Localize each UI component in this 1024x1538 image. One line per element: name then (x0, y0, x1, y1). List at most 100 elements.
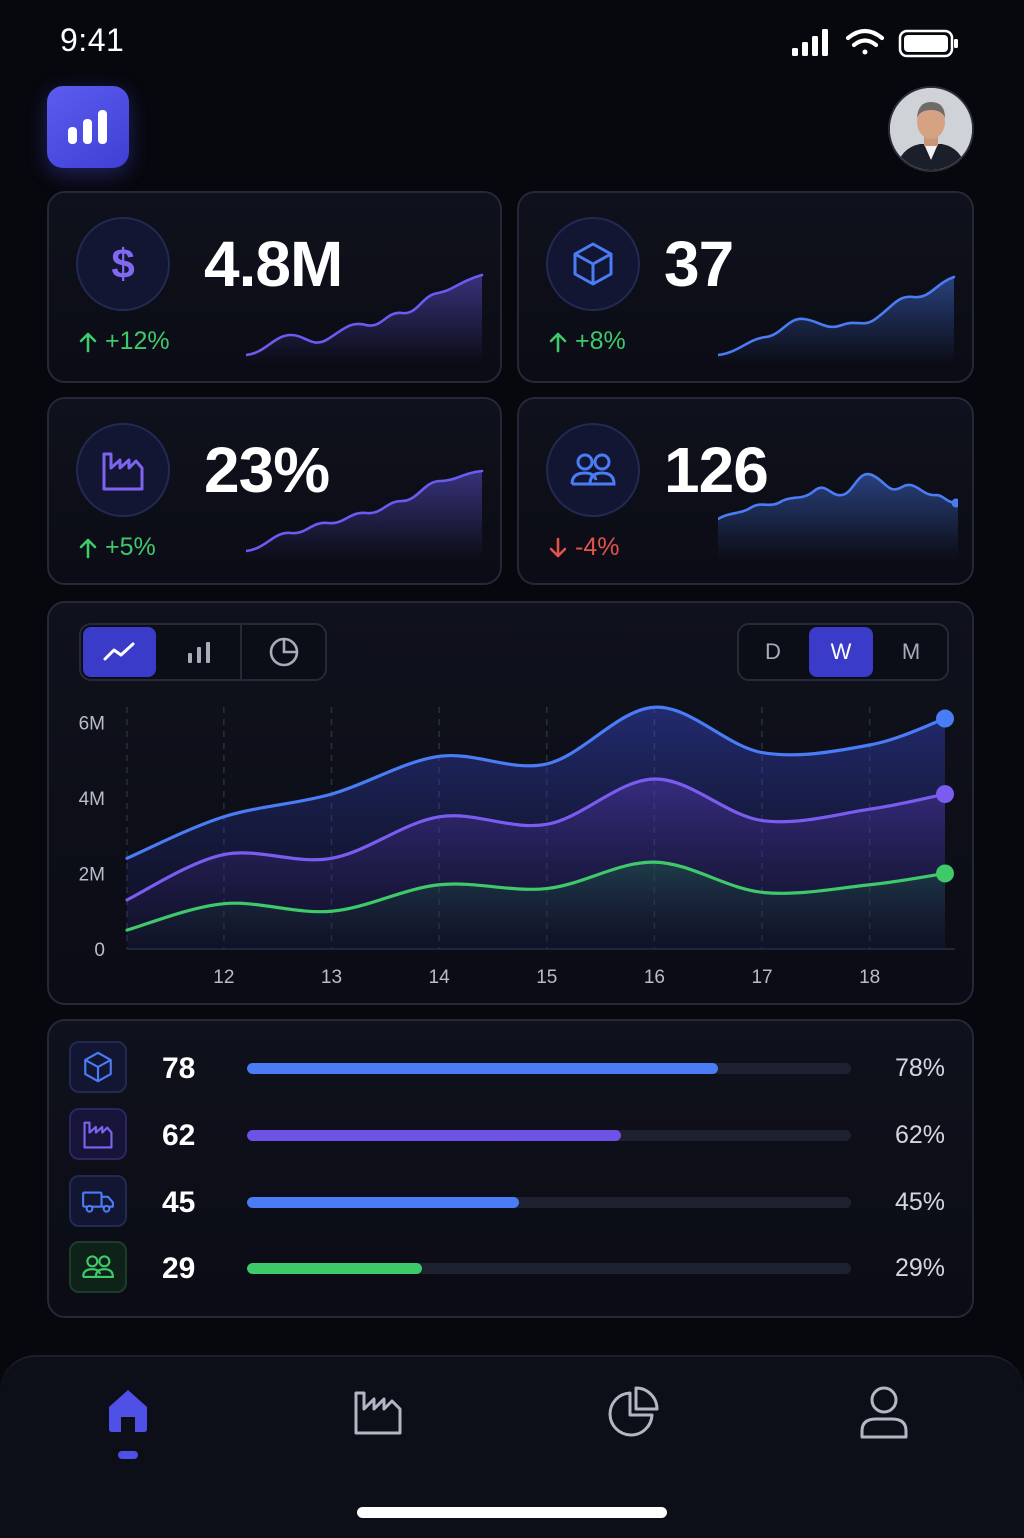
progress-row[interactable]: 29 29% (49, 1241, 972, 1297)
profile-icon (860, 1386, 908, 1439)
series-blue-end-point[interactable] (936, 709, 954, 728)
series-purple-end-point[interactable] (936, 785, 954, 804)
kpi-delta: +8% (549, 327, 626, 356)
line-chart-icon (103, 642, 135, 661)
arrow-down-icon (549, 537, 567, 557)
progress-row[interactable]: 78 78% (49, 1041, 972, 1097)
progress-percent: 62% (894, 1121, 945, 1149)
wifi-icon (845, 28, 885, 55)
kpi-icon-badge (546, 217, 640, 311)
progress-fill (247, 1197, 519, 1208)
y-tick-label: 4M (79, 789, 105, 810)
progress-icon-badge (69, 1175, 127, 1227)
users-icon (82, 1255, 114, 1278)
x-tick-label: 16 (644, 967, 665, 988)
kpi-delta: -4% (549, 533, 619, 562)
progress-row[interactable]: 45 45% (49, 1175, 972, 1231)
progress-track (247, 1130, 851, 1141)
progress-count: 78 (162, 1052, 196, 1085)
kpi-card[interactable]: 126 -4% (517, 397, 974, 585)
progress-count: 29 (162, 1252, 196, 1285)
tab-home[interactable] (98, 1385, 158, 1461)
kpi-value: 126 (664, 434, 769, 506)
tab-active-indicator (118, 1451, 138, 1459)
arrow-up-icon (79, 538, 97, 558)
period-m-button[interactable]: M (901, 639, 921, 664)
bar-chart-icon (188, 642, 211, 663)
kpi-card[interactable]: 23% +5% (47, 397, 502, 585)
kpi-card[interactable]: 37 +8% (517, 191, 974, 383)
sparkline (718, 275, 956, 363)
pie-chart-button[interactable] (242, 625, 325, 679)
sparkline-area (718, 277, 954, 363)
kpi-icon-badge: $ (76, 217, 170, 311)
series-green-area (127, 862, 945, 949)
y-tick-label: 6M (79, 713, 105, 734)
status-icons (792, 28, 958, 58)
progress-row[interactable]: 62 62% (49, 1108, 972, 1164)
kpi-value: 37 (664, 228, 734, 300)
app-logo-button[interactable] (47, 86, 129, 168)
sparkline-line (718, 275, 956, 357)
box-icon (84, 1051, 112, 1083)
dollar-icon: $ (111, 240, 134, 287)
factory-icon (354, 1391, 402, 1435)
kpi-delta-label: +8% (575, 327, 626, 355)
progress-fill (247, 1263, 423, 1274)
tab-factory[interactable] (352, 1385, 408, 1441)
line-chart-button[interactable] (83, 627, 156, 677)
sparkline (718, 472, 958, 559)
bar-chart-button[interactable] (158, 625, 243, 679)
progress-percent: 29% (894, 1254, 945, 1282)
sparkline-line (246, 273, 484, 357)
kpi-delta-label: +12% (105, 327, 170, 355)
home-indicator[interactable] (357, 1507, 667, 1518)
sparkline-line (718, 472, 958, 521)
arrow-up-icon (79, 332, 97, 352)
kpi-delta-label: -4% (575, 533, 620, 561)
progress-icon-badge (69, 1241, 127, 1293)
progress-count: 45 (162, 1186, 196, 1219)
series-green-end-point[interactable] (936, 864, 954, 883)
arrow-up-icon (549, 332, 567, 352)
truck-icon (82, 1191, 114, 1213)
progress-percent: 78% (894, 1054, 945, 1082)
tab-profile[interactable] (858, 1385, 914, 1441)
sparkline-area (246, 471, 482, 559)
x-tick-label: 14 (429, 967, 451, 988)
battery-icon (898, 29, 958, 58)
series-purple-line (125, 777, 947, 902)
progress-fill (247, 1130, 622, 1141)
avatar[interactable] (888, 86, 974, 172)
progress-track (247, 1197, 851, 1208)
kpi-card[interactable]: $ 4.8M +12% (47, 191, 502, 383)
kpi-delta: +5% (79, 533, 156, 562)
sparkline-line (246, 469, 484, 553)
progress-card: 78 78% 62 62% 45 45% 29 29% (47, 1019, 974, 1318)
pie-chart-icon (269, 637, 298, 667)
period-w-button[interactable]: W (809, 627, 873, 677)
x-tick-label: 17 (751, 967, 772, 988)
kpi-icon-badge (76, 423, 170, 517)
area-chart: 0 2M 4M 6M 12 13 14 15 16 17 18 (79, 705, 955, 988)
sparkline (246, 469, 484, 559)
tab-analytics[interactable] (606, 1385, 662, 1441)
x-tick-label: 12 (213, 967, 234, 988)
user-photo (890, 88, 972, 170)
sparkline-area (718, 474, 958, 559)
chart-type-toggle (79, 623, 327, 681)
home-icon (109, 1390, 147, 1432)
x-tick-label: 18 (859, 967, 880, 988)
progress-icon-badge (69, 1041, 127, 1093)
svg-text:$: $ (111, 240, 134, 287)
kpi-icon-badge (546, 423, 640, 517)
bar-chart-icon (68, 110, 107, 144)
series-green-line (125, 860, 947, 932)
y-tick-label: 0 (94, 940, 105, 961)
signal-icon (792, 29, 828, 56)
users-icon (570, 453, 616, 486)
period-d-button[interactable]: D (765, 639, 781, 664)
progress-icon-badge (69, 1108, 127, 1160)
kpi-delta-label: +5% (105, 533, 156, 561)
